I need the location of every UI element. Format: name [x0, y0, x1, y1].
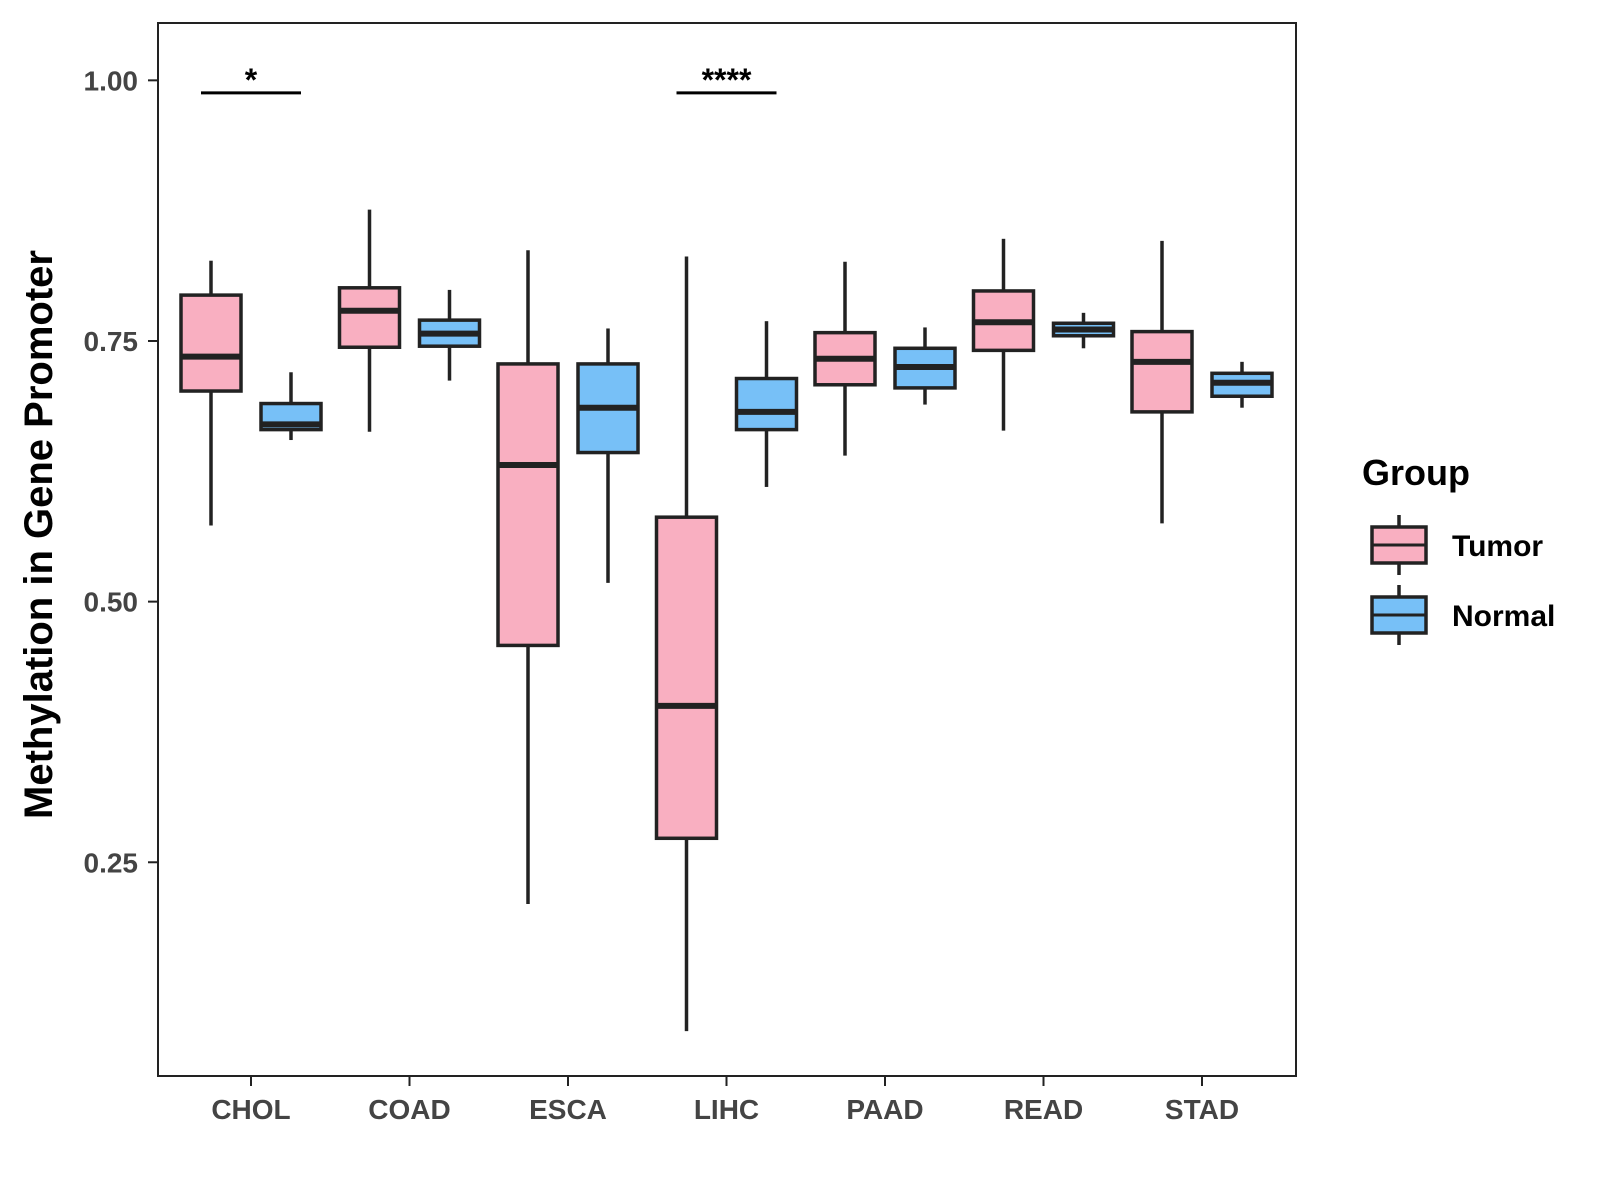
- significance-label: *: [245, 62, 258, 98]
- y-tick-label: 0.75: [84, 326, 139, 357]
- x-tick-label-coad: COAD: [368, 1094, 450, 1125]
- legend-item-normal: Normal: [1370, 585, 1555, 645]
- box-iqr: [654, 515, 719, 841]
- box-iqr: [1130, 329, 1194, 414]
- y-tick-label: 1.00: [84, 65, 139, 96]
- legend: Group Tumor Normal: [1362, 452, 1555, 645]
- significance-label: ****: [702, 62, 752, 98]
- x-tick-label-read: READ: [1004, 1094, 1083, 1125]
- x-tick-label-esca: ESCA: [529, 1094, 607, 1125]
- significance-lihc: ****: [676, 62, 777, 98]
- box-normal-stad: [1210, 361, 1274, 408]
- legend-item-tumor: Tumor: [1370, 515, 1543, 575]
- box-tumor-stad: [1130, 240, 1194, 524]
- legend-label-tumor: Tumor: [1452, 530, 1543, 563]
- legend-title: Group: [1362, 452, 1470, 493]
- legend-label-normal: Normal: [1452, 600, 1555, 633]
- box-normal-coad: [417, 289, 482, 381]
- box-iqr: [496, 362, 560, 648]
- box-normal-esca: [576, 328, 640, 583]
- significance-chol: *: [201, 62, 301, 98]
- y-tick-label: 0.50: [84, 587, 139, 618]
- significance-annotations: * ****: [201, 62, 777, 98]
- box-normal-paad: [893, 327, 957, 405]
- box-tumor-paad: [813, 261, 877, 456]
- x-tick-label-paad: PAAD: [846, 1094, 923, 1125]
- x-tick-label-stad: STAD: [1165, 1094, 1239, 1125]
- box-normal-read: [1051, 312, 1116, 349]
- box-tumor-lihc: [654, 256, 719, 1032]
- box-iqr: [337, 286, 402, 349]
- box-tumor-read: [971, 238, 1036, 431]
- y-tick-label: 0.25: [84, 847, 139, 878]
- y-axis-title: Methylation in Gene Promoter: [17, 250, 61, 819]
- box-tumor-chol: [179, 260, 243, 526]
- box-tumor-esca: [496, 250, 560, 904]
- x-tick-label-lihc: LIHC: [694, 1094, 759, 1125]
- box-iqr: [734, 376, 799, 432]
- box-tumor-coad: [337, 209, 402, 432]
- box-normal-lihc: [734, 321, 799, 487]
- box-normal-chol: [259, 372, 323, 441]
- y-axis-ticks: 0.25 0.50 0.75 1.00: [84, 65, 158, 878]
- boxplot-series: [179, 209, 1274, 1032]
- x-tick-label-chol: CHOL: [211, 1094, 290, 1125]
- box-iqr: [179, 293, 243, 393]
- x-axis: CHOL COAD ESCA LIHC PAAD READ STAD: [211, 1076, 1239, 1125]
